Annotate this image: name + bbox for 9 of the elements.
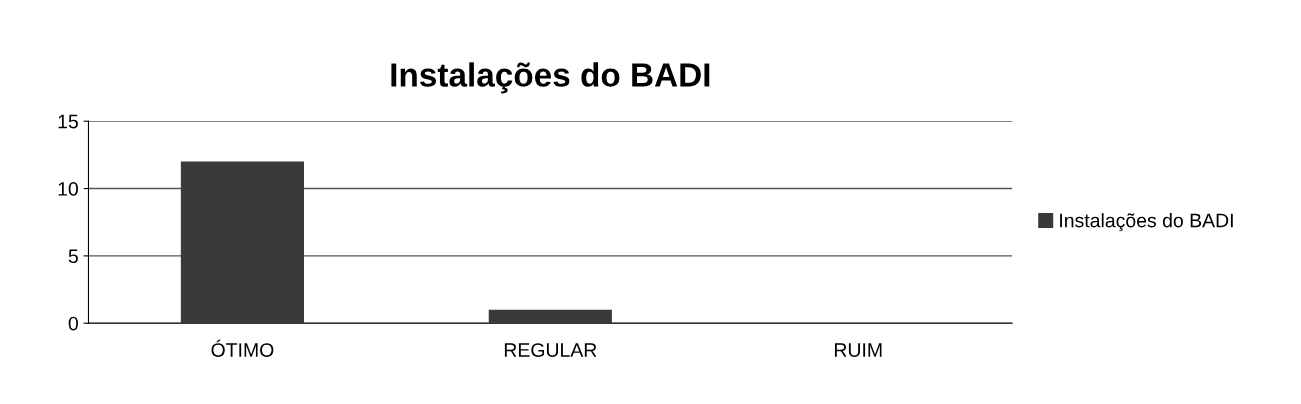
- y-tick-label: 15: [58, 114, 78, 129]
- x-tick-label: ÓTIMO: [211, 339, 274, 357]
- y-tick-label: 0: [68, 316, 78, 331]
- legend-label: Instalações do BADI: [1060, 213, 1233, 232]
- x-tick-label: RUIM: [834, 343, 882, 357]
- y-tick-label: 10: [58, 182, 78, 196]
- chart-title: Instalações do BADI: [391, 62, 710, 94]
- y-tick-label: 5: [68, 249, 78, 264]
- x-tick-label: REGULAR: [504, 343, 597, 357]
